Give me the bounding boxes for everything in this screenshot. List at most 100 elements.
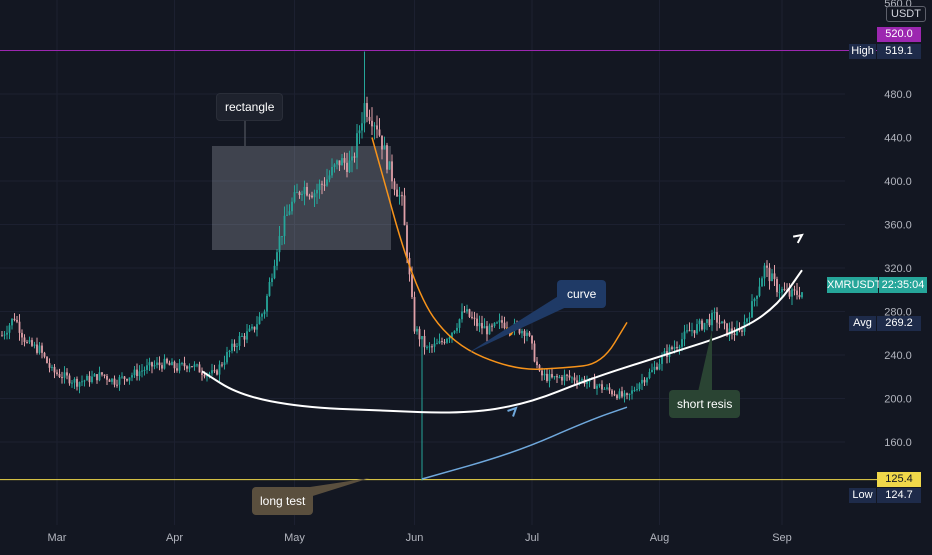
candle-body <box>616 395 618 399</box>
candle-body <box>216 370 218 375</box>
candle-body <box>581 379 583 381</box>
candle-body <box>568 375 571 378</box>
candle-body <box>551 374 553 378</box>
short-resis-note[interactable]: short resis <box>669 390 741 418</box>
candle-body <box>133 369 136 376</box>
candle-body <box>193 364 196 367</box>
candle-body <box>351 156 353 161</box>
candle-body <box>211 370 213 374</box>
candle-body <box>326 179 328 186</box>
rectangle-note[interactable]: rectangle <box>216 93 284 121</box>
candle-body <box>291 201 293 212</box>
time-axis-label: Jun <box>406 532 424 544</box>
trend-line-white[interactable] <box>201 269 803 414</box>
candle-body <box>286 214 288 216</box>
candle-body <box>573 377 576 381</box>
candle-body <box>558 376 561 378</box>
candle-body <box>483 326 486 329</box>
candle-body <box>658 363 661 370</box>
trend-line-blue[interactable] <box>421 406 628 480</box>
candle-body <box>121 376 123 378</box>
candle-body <box>171 361 173 366</box>
price-tick-label: 200.0 <box>884 394 912 406</box>
long-test-note[interactable]: long test <box>252 487 314 515</box>
candle-body <box>571 377 573 379</box>
candle-body <box>113 378 116 385</box>
price-tick-label: 360.0 <box>884 220 912 232</box>
candle-body <box>446 339 448 343</box>
candle-body <box>606 387 608 389</box>
candle-body <box>168 362 171 366</box>
candle-body <box>656 366 658 370</box>
candle-body <box>131 375 133 378</box>
candle-body <box>46 356 48 364</box>
candle-body <box>71 382 73 384</box>
candle-body <box>141 370 143 372</box>
candle-body <box>756 295 758 299</box>
curve-note[interactable]: curve <box>557 280 607 308</box>
candle-body <box>126 378 128 381</box>
high-label-badge: High <box>849 44 876 59</box>
candle-body <box>731 328 733 334</box>
candle-body <box>651 369 653 373</box>
candle-body <box>318 183 321 190</box>
price-tick-label: 480.0 <box>884 89 912 101</box>
candle-body <box>451 332 453 338</box>
candle-body <box>148 362 151 366</box>
trend-line-orange[interactable] <box>371 137 628 370</box>
curve-note-tail <box>468 295 575 353</box>
candle-body <box>196 364 198 366</box>
candle-body <box>613 394 616 396</box>
candle-body <box>116 384 118 386</box>
candle-body <box>628 393 631 395</box>
candle-body <box>278 236 281 253</box>
candle-body <box>176 368 178 371</box>
candle-body <box>321 183 323 185</box>
candle-body <box>553 376 556 378</box>
candle-body <box>593 378 596 389</box>
candle-body <box>791 289 793 297</box>
candle-body <box>641 379 643 384</box>
time-axis-label: Sep <box>772 532 792 544</box>
candle-body <box>378 129 381 136</box>
candle-body <box>203 374 206 377</box>
candle-body <box>153 364 156 367</box>
candle-body <box>21 332 23 338</box>
candle-body <box>426 346 428 348</box>
currency-label[interactable]: USDT <box>886 6 926 22</box>
candle-body <box>728 328 731 336</box>
candle-body <box>438 341 441 344</box>
candle-body <box>201 372 203 375</box>
candle-body <box>488 325 491 335</box>
candle-body <box>258 316 261 325</box>
candle-body <box>268 282 271 296</box>
candle-body <box>461 311 463 320</box>
candle-body <box>696 324 698 334</box>
candle-body <box>688 330 691 332</box>
candle-body <box>493 322 496 327</box>
candle-body <box>166 358 168 363</box>
candle-body <box>686 330 688 332</box>
candle-body <box>546 373 548 381</box>
price-tick-label: 240.0 <box>884 350 912 362</box>
candle-body <box>536 361 538 366</box>
candle-body <box>308 195 311 197</box>
candle-body <box>763 265 766 279</box>
candle-body <box>323 184 326 186</box>
candle-body <box>518 325 521 334</box>
short-resis-note-tail <box>698 330 712 392</box>
candle-body <box>341 158 343 166</box>
candle-body <box>298 192 301 196</box>
candle-body <box>781 288 783 293</box>
candle-body <box>301 193 303 196</box>
candle-body <box>768 267 771 282</box>
time-axis-label: Jul <box>525 532 539 544</box>
candle-body <box>448 337 451 340</box>
candle-body <box>181 363 183 365</box>
candle-body <box>366 103 368 117</box>
price-tick-label: 320.0 <box>884 263 912 275</box>
candle-body <box>468 309 471 317</box>
candle-body <box>503 322 506 329</box>
